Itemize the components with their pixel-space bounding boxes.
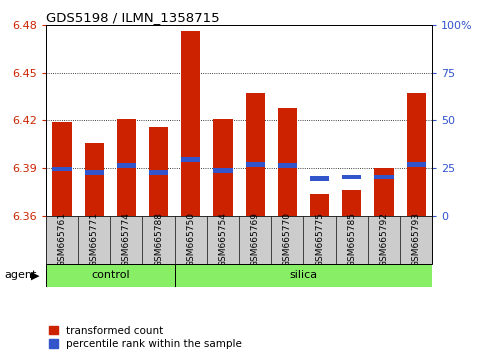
Bar [85, 170, 104, 175]
Bar [46, 264, 175, 287]
Bar [278, 164, 297, 168]
Bar [407, 93, 426, 216]
Bar [336, 216, 368, 264]
Bar [149, 127, 168, 216]
Bar [117, 164, 136, 168]
Bar [400, 216, 432, 264]
Text: GSM665785: GSM665785 [347, 212, 356, 267]
Bar [368, 216, 400, 264]
Bar [85, 143, 104, 216]
Bar [46, 216, 78, 264]
Text: GSM665770: GSM665770 [283, 212, 292, 267]
Text: GSM665774: GSM665774 [122, 212, 131, 267]
Bar [310, 176, 329, 181]
Bar [271, 216, 303, 264]
Bar [303, 216, 336, 264]
Bar [310, 194, 329, 216]
Bar [213, 168, 233, 173]
Bar [342, 175, 361, 179]
Bar [117, 119, 136, 216]
Bar [245, 93, 265, 216]
Text: GSM665750: GSM665750 [186, 212, 195, 267]
Text: control: control [91, 270, 129, 280]
Bar [181, 157, 200, 162]
Text: GSM665761: GSM665761 [57, 212, 67, 267]
Bar [142, 216, 175, 264]
Text: GSM665771: GSM665771 [90, 212, 99, 267]
Bar [245, 162, 265, 167]
Text: agent: agent [5, 270, 37, 280]
Text: GSM665769: GSM665769 [251, 212, 260, 267]
Bar [110, 216, 142, 264]
Bar [407, 162, 426, 167]
Bar [175, 216, 207, 264]
Text: GSM665793: GSM665793 [412, 212, 421, 267]
Bar [207, 216, 239, 264]
Bar [175, 264, 432, 287]
Legend: transformed count, percentile rank within the sample: transformed count, percentile rank withi… [49, 326, 242, 349]
Bar [181, 31, 200, 216]
Text: GSM665754: GSM665754 [218, 212, 227, 267]
Bar [213, 119, 233, 216]
Text: GDS5198 / ILMN_1358715: GDS5198 / ILMN_1358715 [46, 11, 219, 24]
Text: silica: silica [289, 270, 317, 280]
Bar [374, 168, 394, 216]
Bar [52, 167, 71, 171]
Text: GSM665775: GSM665775 [315, 212, 324, 267]
Bar [374, 175, 394, 179]
Bar [52, 122, 71, 216]
Text: GSM665792: GSM665792 [380, 212, 388, 267]
Bar [149, 170, 168, 175]
Bar [78, 216, 110, 264]
Text: ▶: ▶ [31, 270, 40, 280]
Bar [239, 216, 271, 264]
Text: GSM665788: GSM665788 [154, 212, 163, 267]
Bar [342, 190, 361, 216]
Bar [278, 108, 297, 216]
